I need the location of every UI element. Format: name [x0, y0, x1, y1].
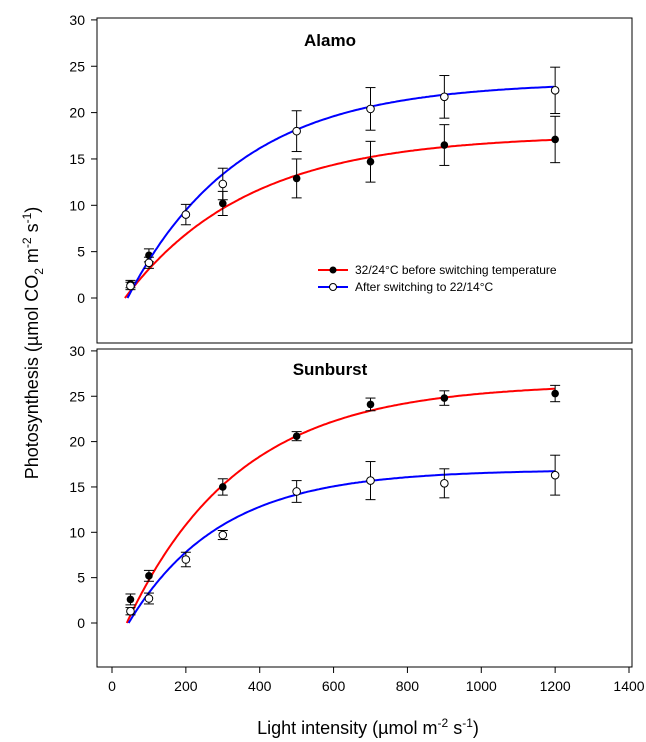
data-marker: [551, 389, 559, 398]
alamo-series-blue-point: [125, 281, 136, 291]
sunburst-series-blue-fit-line: [127, 470, 556, 624]
sunburst-series-blue-point: [439, 468, 450, 499]
data-marker: [550, 86, 560, 95]
data-marker: [218, 179, 228, 189]
data-marker: [145, 572, 153, 580]
sunburst-ytick-label: 15: [69, 479, 85, 495]
alamo-ytick-label: 0: [77, 290, 85, 306]
data-marker: [126, 281, 135, 291]
alamo-series-blue-point: [550, 66, 561, 115]
alamo-series-red-point: [550, 115, 561, 164]
alamo-series-red-fit-line: [124, 138, 556, 299]
sunburst-series-blue-point: [217, 529, 228, 541]
data-marker: [440, 394, 449, 402]
sunburst-xtick-label: 1000: [466, 678, 497, 694]
sunburst-series-red-point: [439, 390, 450, 406]
alamo-ytick-label: 20: [69, 105, 85, 121]
data-marker: [551, 135, 559, 144]
alamo-series-blue-point: [365, 87, 376, 131]
y-axis-title: Photosynthesis (µmol CO2 m-2 s-1): [20, 207, 46, 480]
data-marker: [292, 126, 301, 136]
sunburst-xtick-label: 800: [396, 678, 420, 694]
sunburst-xtick-label: 400: [248, 678, 272, 694]
sunburst-series-red-point: [125, 593, 136, 606]
alamo-ytick-label: 25: [69, 58, 85, 74]
sunburst-ytick-label: 0: [77, 615, 85, 631]
data-marker: [366, 476, 375, 485]
data-marker: [366, 104, 375, 114]
sunburst-ytick-label: 10: [69, 524, 85, 540]
alamo-series-red-point: [217, 190, 228, 216]
sunburst-plot-frame: [96, 348, 633, 668]
data-marker: [144, 594, 154, 603]
alamo-series-red-point: [439, 124, 450, 166]
chart-marks: 0 5 10 15 20 25 30 0 5 10 15 20 25 30 0 200 400 600 800 100…: [69, 12, 644, 694]
sunburst-ytick-label: 5: [77, 570, 85, 586]
data-marker: [366, 400, 375, 409]
data-marker: [218, 530, 228, 540]
alamo-series-blue-point: [143, 256, 154, 269]
sunburst-series-red-point: [143, 569, 154, 582]
sunburst-series-blue-point: [365, 461, 376, 501]
alamo-ytick-label: 10: [69, 197, 85, 213]
alamo-series-blue-point: [180, 203, 191, 226]
x-axis-title: Light intensity (µmol m-2 s-1): [257, 716, 479, 738]
alamo-plot-frame: [96, 17, 633, 344]
sunburst-xtick-label: 200: [174, 678, 198, 694]
data-marker: [292, 174, 301, 183]
data-marker: [126, 595, 135, 604]
legend-blue-label: After switching to 22/14°C: [355, 280, 494, 294]
sunburst-xtick-label: 600: [322, 678, 346, 694]
alamo-series-blue-point: [291, 110, 302, 153]
sunburst-ytick-label: 30: [69, 343, 85, 359]
sunburst-series-red-point: [550, 384, 561, 403]
data-marker: [181, 555, 191, 564]
alamo-ytick-label: 30: [69, 12, 85, 28]
sunburst-series-red-fit-line: [125, 387, 556, 624]
legend: 32/24°C before switching temperature Aft…: [318, 263, 557, 294]
sunburst-series-blue-point: [180, 551, 191, 568]
legend-blue-marker: [329, 283, 337, 291]
alamo-series-red-point: [291, 158, 302, 199]
alamo-ytick-label: 5: [77, 244, 85, 260]
sunburst-series-blue-point: [143, 592, 154, 605]
alamo-title: Alamo: [304, 31, 356, 50]
alamo-series-blue-point: [439, 75, 450, 119]
sunburst-xtick-label: 1400: [613, 678, 644, 694]
data-marker: [440, 141, 449, 149]
legend-red-label: 32/24°C before switching temperature: [355, 263, 557, 277]
sunburst-xtick-label: 1200: [540, 678, 571, 694]
data-marker: [218, 483, 227, 491]
sunburst-ytick-label: 25: [69, 388, 85, 404]
sunburst-series-red-point: [217, 478, 228, 496]
sunburst-series-red-point: [291, 431, 302, 442]
sunburst-xtick-label: 0: [108, 678, 116, 694]
alamo-series-blue-point: [217, 167, 228, 201]
data-marker: [292, 487, 301, 496]
sunburst-series-blue-point: [550, 454, 561, 496]
data-marker: [144, 258, 154, 268]
sunburst-title: Sunburst: [293, 360, 368, 379]
data-marker: [366, 157, 375, 166]
data-marker: [181, 210, 191, 219]
sunburst-series-blue-point: [125, 606, 136, 616]
data-marker: [218, 199, 227, 208]
data-marker: [126, 606, 135, 616]
alamo-series-blue-fit-line: [126, 85, 555, 299]
data-marker: [550, 470, 560, 480]
legend-red-marker: [329, 266, 337, 274]
sunburst-series-red-point: [365, 397, 376, 412]
sunburst-series-blue-point: [291, 480, 302, 503]
data-marker: [440, 479, 449, 488]
sunburst-ytick-label: 20: [69, 434, 85, 450]
data-marker: [440, 92, 449, 102]
data-marker: [292, 432, 301, 440]
alamo-series-red-point: [365, 140, 376, 183]
alamo-ytick-label: 15: [69, 151, 85, 167]
